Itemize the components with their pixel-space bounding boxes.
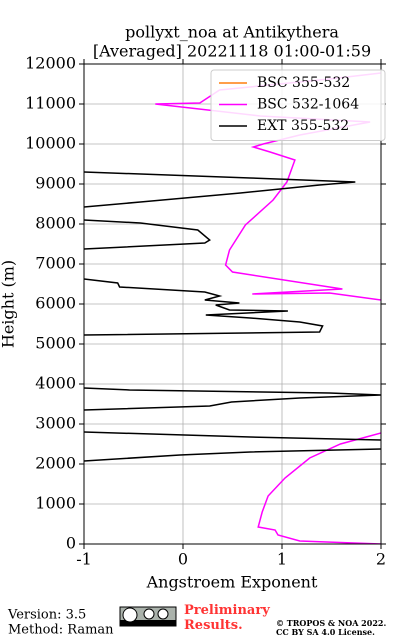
license: CC BY SA 4.0 License. — [276, 627, 375, 637]
legend-label: BSC 355-532 — [257, 75, 350, 91]
profile-line — [155, 72, 381, 544]
version: Version: 3.5 — [7, 608, 86, 623]
y-tick-label: 8000 — [35, 214, 76, 233]
profile-line — [84, 171, 381, 462]
y-axis-label: Height (m) — [0, 260, 18, 348]
method: Method: Raman — [8, 623, 114, 638]
y-tick-label: 4000 — [35, 374, 76, 393]
x-tick-label: 0 — [178, 550, 188, 569]
y-tick-label: 11000 — [25, 94, 76, 113]
x-axis-label: Angstroem Exponent — [146, 573, 318, 592]
y-tick-label: 1000 — [35, 494, 76, 513]
x-tick-label: 2 — [376, 550, 386, 569]
copyright: © TROPOS & NOA 2022. — [276, 618, 386, 628]
y-tick-label: 9000 — [35, 174, 76, 193]
y-tick-label: 2000 — [35, 454, 76, 473]
x-tick-label: 1 — [277, 550, 287, 569]
legend-box — [210, 69, 386, 141]
preliminary-note: Preliminary Results. — [184, 603, 270, 633]
y-tick-label: 5000 — [35, 334, 76, 353]
cc-logo — [119, 606, 177, 627]
x-tick-label: -1 — [76, 550, 92, 569]
y-tick-label: 10000 — [25, 134, 76, 153]
legend-label: BSC 532-1064 — [257, 97, 359, 113]
y-tick-label: 12000 — [25, 54, 76, 73]
chart-title: pollyxt_noa at Antikythera — [125, 23, 339, 42]
chart-subtitle: [Averaged] 20221118 01:00-01:59 — [93, 42, 371, 61]
y-tick-label: 6000 — [35, 294, 76, 313]
plot-frame — [83, 63, 382, 545]
legend-label: EXT 355-532 — [257, 118, 349, 134]
y-tick-label: 0 — [66, 534, 76, 553]
y-tick-label: 3000 — [35, 414, 76, 433]
y-tick-label: 7000 — [35, 254, 76, 273]
